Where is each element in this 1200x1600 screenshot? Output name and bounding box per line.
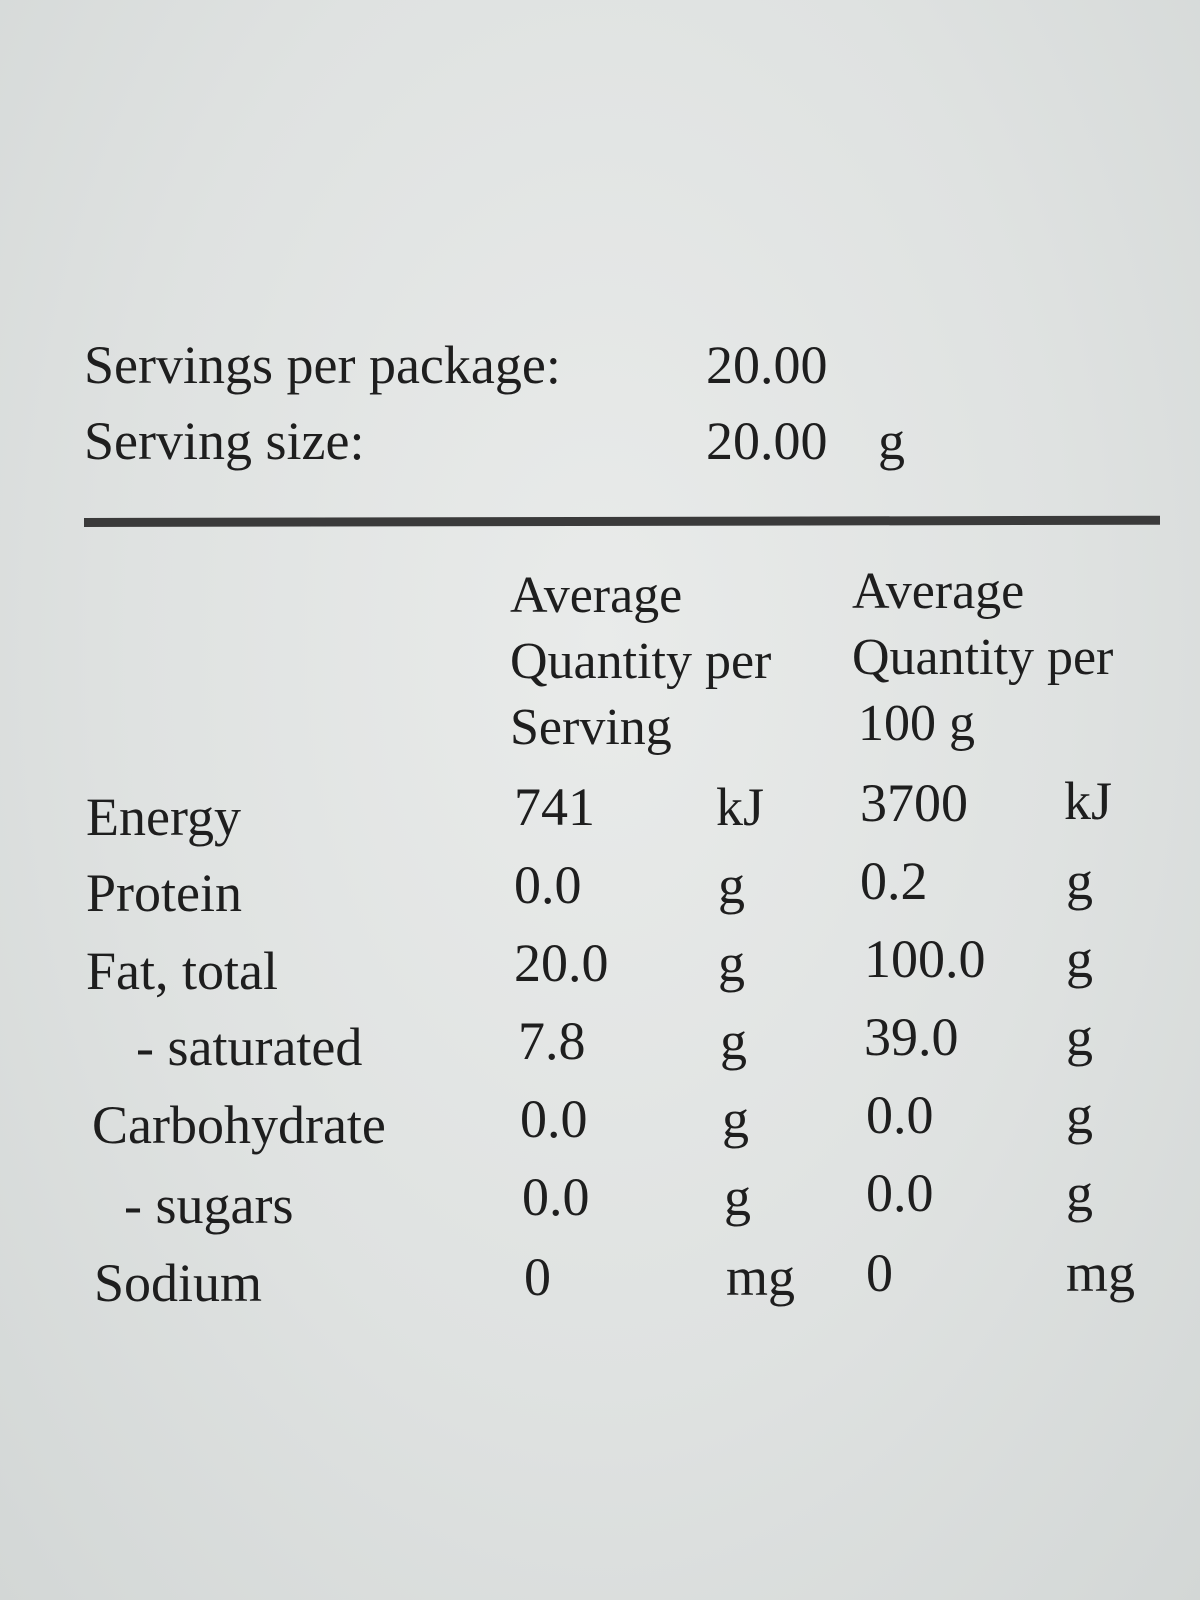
row-label-sodium: Sodium (94, 1253, 263, 1313)
row-per100-sodium: 0 (866, 1243, 893, 1303)
row-label-sugars: - sugars (124, 1175, 294, 1235)
header-per100-line-2: Quantity per (852, 629, 1114, 686)
servings-per-package-value: 20.00 (706, 335, 828, 395)
row-label-saturated: - saturated (136, 1017, 363, 1077)
row-per100-unit-saturated: g (1066, 1007, 1093, 1067)
serving-size-unit: g (878, 411, 905, 471)
row-serving-unit-fat-total: g (718, 933, 745, 993)
row-per100-fat-total: 100.0 (864, 929, 986, 989)
row-serving-carbohydrate: 0.0 (520, 1089, 588, 1149)
serving-size-value: 20.00 (706, 411, 828, 471)
row-per100-unit-energy: kJ (1064, 771, 1113, 831)
divider-rule (83, 515, 1161, 527)
row-serving-energy: 741 (514, 777, 595, 837)
row-per100-energy: 3700 (860, 773, 968, 833)
row-label-energy: Energy (86, 787, 241, 847)
header-serving-line-1: Average (510, 567, 683, 624)
row-serving-unit-saturated: g (720, 1011, 747, 1071)
header-serving-line-2: Quantity per (510, 633, 772, 690)
row-serving-sugars: 0.0 (522, 1167, 590, 1227)
row-serving-unit-sugars: g (724, 1167, 751, 1227)
row-serving-sodium: 0 (524, 1247, 551, 1307)
row-per100-unit-fat-total: g (1066, 929, 1093, 989)
header-per100-line-3: 100 g (858, 695, 975, 752)
row-serving-saturated: 7.8 (518, 1011, 586, 1071)
header-per100-line-1: Average (852, 563, 1025, 620)
row-per100-unit-carbohydrate: g (1066, 1085, 1093, 1145)
row-per100-unit-sodium: mg (1066, 1243, 1136, 1303)
row-serving-protein: 0.0 (514, 855, 582, 915)
servings-per-package-label: Servings per package: (84, 335, 561, 395)
row-per100-protein: 0.2 (860, 851, 928, 911)
row-serving-fat-total: 20.0 (514, 933, 609, 993)
row-label-carbohydrate: Carbohydrate (92, 1095, 386, 1155)
serving-size-label: Serving size: (84, 411, 365, 471)
header-serving-line-3: Serving (510, 699, 672, 756)
row-per100-carbohydrate: 0.0 (866, 1085, 934, 1145)
row-per100-saturated: 39.0 (864, 1007, 959, 1067)
row-per100-unit-protein: g (1066, 851, 1093, 911)
row-label-fat-total: Fat, total (86, 941, 278, 1001)
row-serving-unit-protein: g (718, 855, 745, 915)
row-per100-unit-sugars: g (1066, 1163, 1093, 1223)
row-serving-unit-carbohydrate: g (722, 1089, 749, 1149)
row-label-protein: Protein (86, 863, 242, 923)
row-per100-sugars: 0.0 (866, 1163, 934, 1223)
row-serving-unit-sodium: mg (726, 1247, 796, 1307)
row-serving-unit-energy: kJ (716, 777, 765, 837)
